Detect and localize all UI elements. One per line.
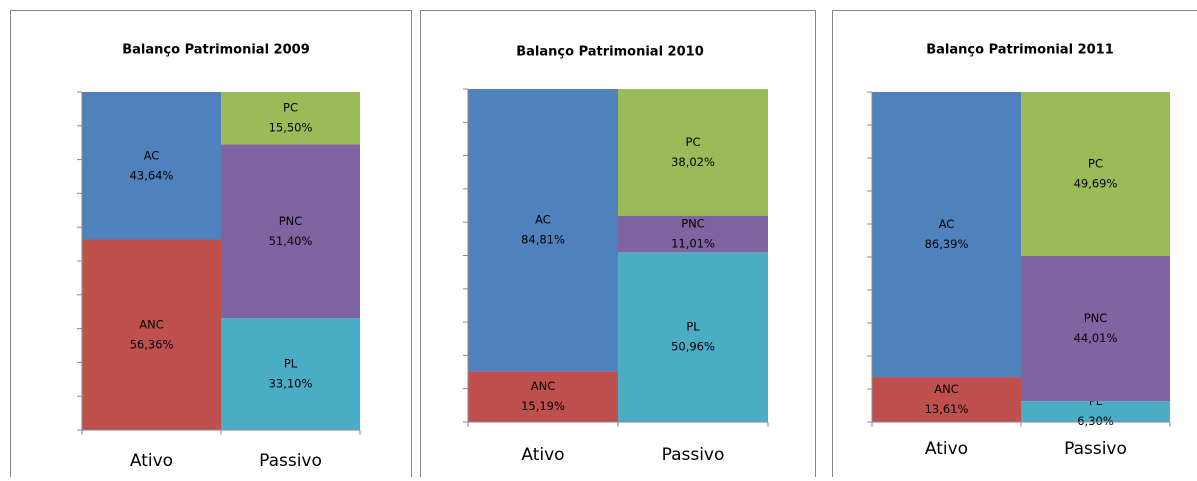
segment-name: PC: [686, 135, 701, 149]
x-tick-label: Passivo: [259, 451, 322, 471]
data-label: 50,96%: [671, 340, 715, 354]
segment-name: AC: [535, 213, 551, 227]
segment-name: AC: [144, 148, 160, 162]
data-label: 86,39%: [925, 237, 969, 251]
bar-segment: [468, 89, 618, 371]
chart-title: Balanço Patrimonial 2010: [516, 45, 703, 60]
data-label: 15,50%: [269, 121, 313, 135]
segment-name: ANC: [934, 382, 959, 396]
segment-name: AC: [939, 217, 955, 231]
segment-name: PC: [1088, 156, 1103, 170]
segment-name: PNC: [279, 214, 303, 228]
segment-name: PNC: [681, 216, 705, 230]
chart-title: Balanço Patrimonial 2011: [926, 43, 1113, 58]
segment-name: PL: [686, 320, 700, 334]
segment-name: PL: [284, 357, 298, 371]
bar-segment: [618, 252, 768, 422]
bar-segment: [82, 240, 221, 430]
segment-name: ANC: [139, 317, 164, 331]
bar-segment: [82, 92, 221, 240]
segment-name: PNC: [1084, 311, 1108, 325]
x-tick-label: Ativo: [925, 439, 968, 459]
data-label: 15,19%: [521, 399, 565, 413]
data-label: 43,64%: [130, 168, 174, 182]
data-label: 49,69%: [1074, 176, 1118, 190]
bar-segment: [1021, 92, 1170, 256]
data-label: 13,61%: [925, 402, 969, 416]
data-label: 44,01%: [1074, 331, 1118, 345]
x-tick-label: Passivo: [662, 445, 725, 465]
data-label: 11,01%: [671, 236, 715, 250]
data-label: 6,30%: [1077, 414, 1114, 428]
x-tick-label: Passivo: [1064, 439, 1127, 459]
data-label: 38,02%: [671, 155, 715, 169]
data-label: 51,40%: [269, 234, 313, 248]
data-label: 56,36%: [130, 337, 174, 351]
x-tick-label: Ativo: [130, 451, 173, 471]
bar-segment: [221, 318, 360, 430]
bar-segment: [1021, 256, 1170, 401]
data-label: 84,81%: [521, 233, 565, 247]
x-tick-label: Ativo: [521, 445, 564, 465]
data-label: 33,10%: [269, 377, 313, 391]
bar-segment: [872, 92, 1021, 377]
segment-name: ANC: [531, 379, 556, 393]
bar-segment: [618, 89, 768, 216]
segment-name: PC: [283, 101, 298, 115]
bar-segment: [221, 144, 360, 318]
chart-title: Balanço Patrimonial 2009: [122, 43, 309, 58]
